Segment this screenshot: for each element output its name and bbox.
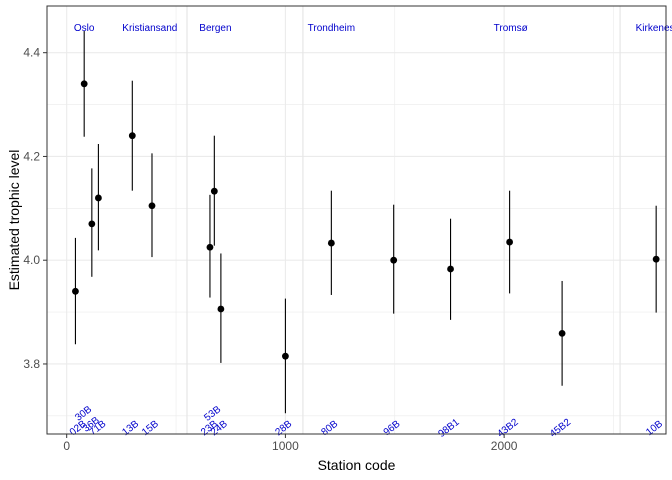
y-axis-title: Estimated trophic level bbox=[6, 150, 22, 291]
city-label: Bergen bbox=[199, 23, 231, 34]
city-label: Kirkenes bbox=[636, 23, 672, 34]
panel-border bbox=[46, 5, 667, 435]
data-point bbox=[128, 132, 136, 140]
data-point bbox=[447, 265, 454, 273]
city-label: Kristiansand bbox=[122, 23, 177, 34]
data-point bbox=[210, 187, 218, 195]
panel-background bbox=[47, 6, 666, 434]
data-point bbox=[148, 202, 156, 210]
x-tick-label: 1000 bbox=[272, 439, 299, 453]
city-label: Oslo bbox=[74, 23, 95, 34]
city-label: Tromsø bbox=[494, 23, 528, 34]
data-points bbox=[72, 30, 660, 414]
city-annotations: Oslo Kristiansand Bergen Trondheim Tromsø Kir… bbox=[74, 23, 672, 34]
y-tick-label: 4.4 bbox=[23, 46, 40, 60]
x-axis-title: Station code bbox=[318, 457, 396, 473]
data-point bbox=[652, 255, 660, 263]
data-point bbox=[282, 352, 289, 360]
y-tick-label: 3.8 bbox=[23, 357, 40, 371]
x-tick-label: 2000 bbox=[491, 439, 518, 453]
data-point bbox=[72, 287, 79, 295]
data-point bbox=[206, 243, 214, 251]
data-point bbox=[88, 220, 96, 228]
data-point bbox=[217, 305, 225, 313]
city-dividers bbox=[186, 6, 621, 434]
data-point bbox=[95, 194, 102, 202]
data-point bbox=[390, 256, 398, 264]
axes: 0 1000 2000 3.8 4.0 4.2 4.4 bbox=[23, 46, 517, 453]
data-point bbox=[327, 239, 335, 247]
data-point bbox=[80, 80, 88, 88]
y-tick-label: 4.2 bbox=[23, 149, 40, 163]
x-tick-label: 0 bbox=[63, 439, 70, 453]
data-point bbox=[506, 238, 514, 246]
data-point bbox=[558, 329, 566, 337]
y-tick-label: 4.0 bbox=[23, 253, 40, 267]
city-label: Trondheim bbox=[308, 23, 355, 34]
